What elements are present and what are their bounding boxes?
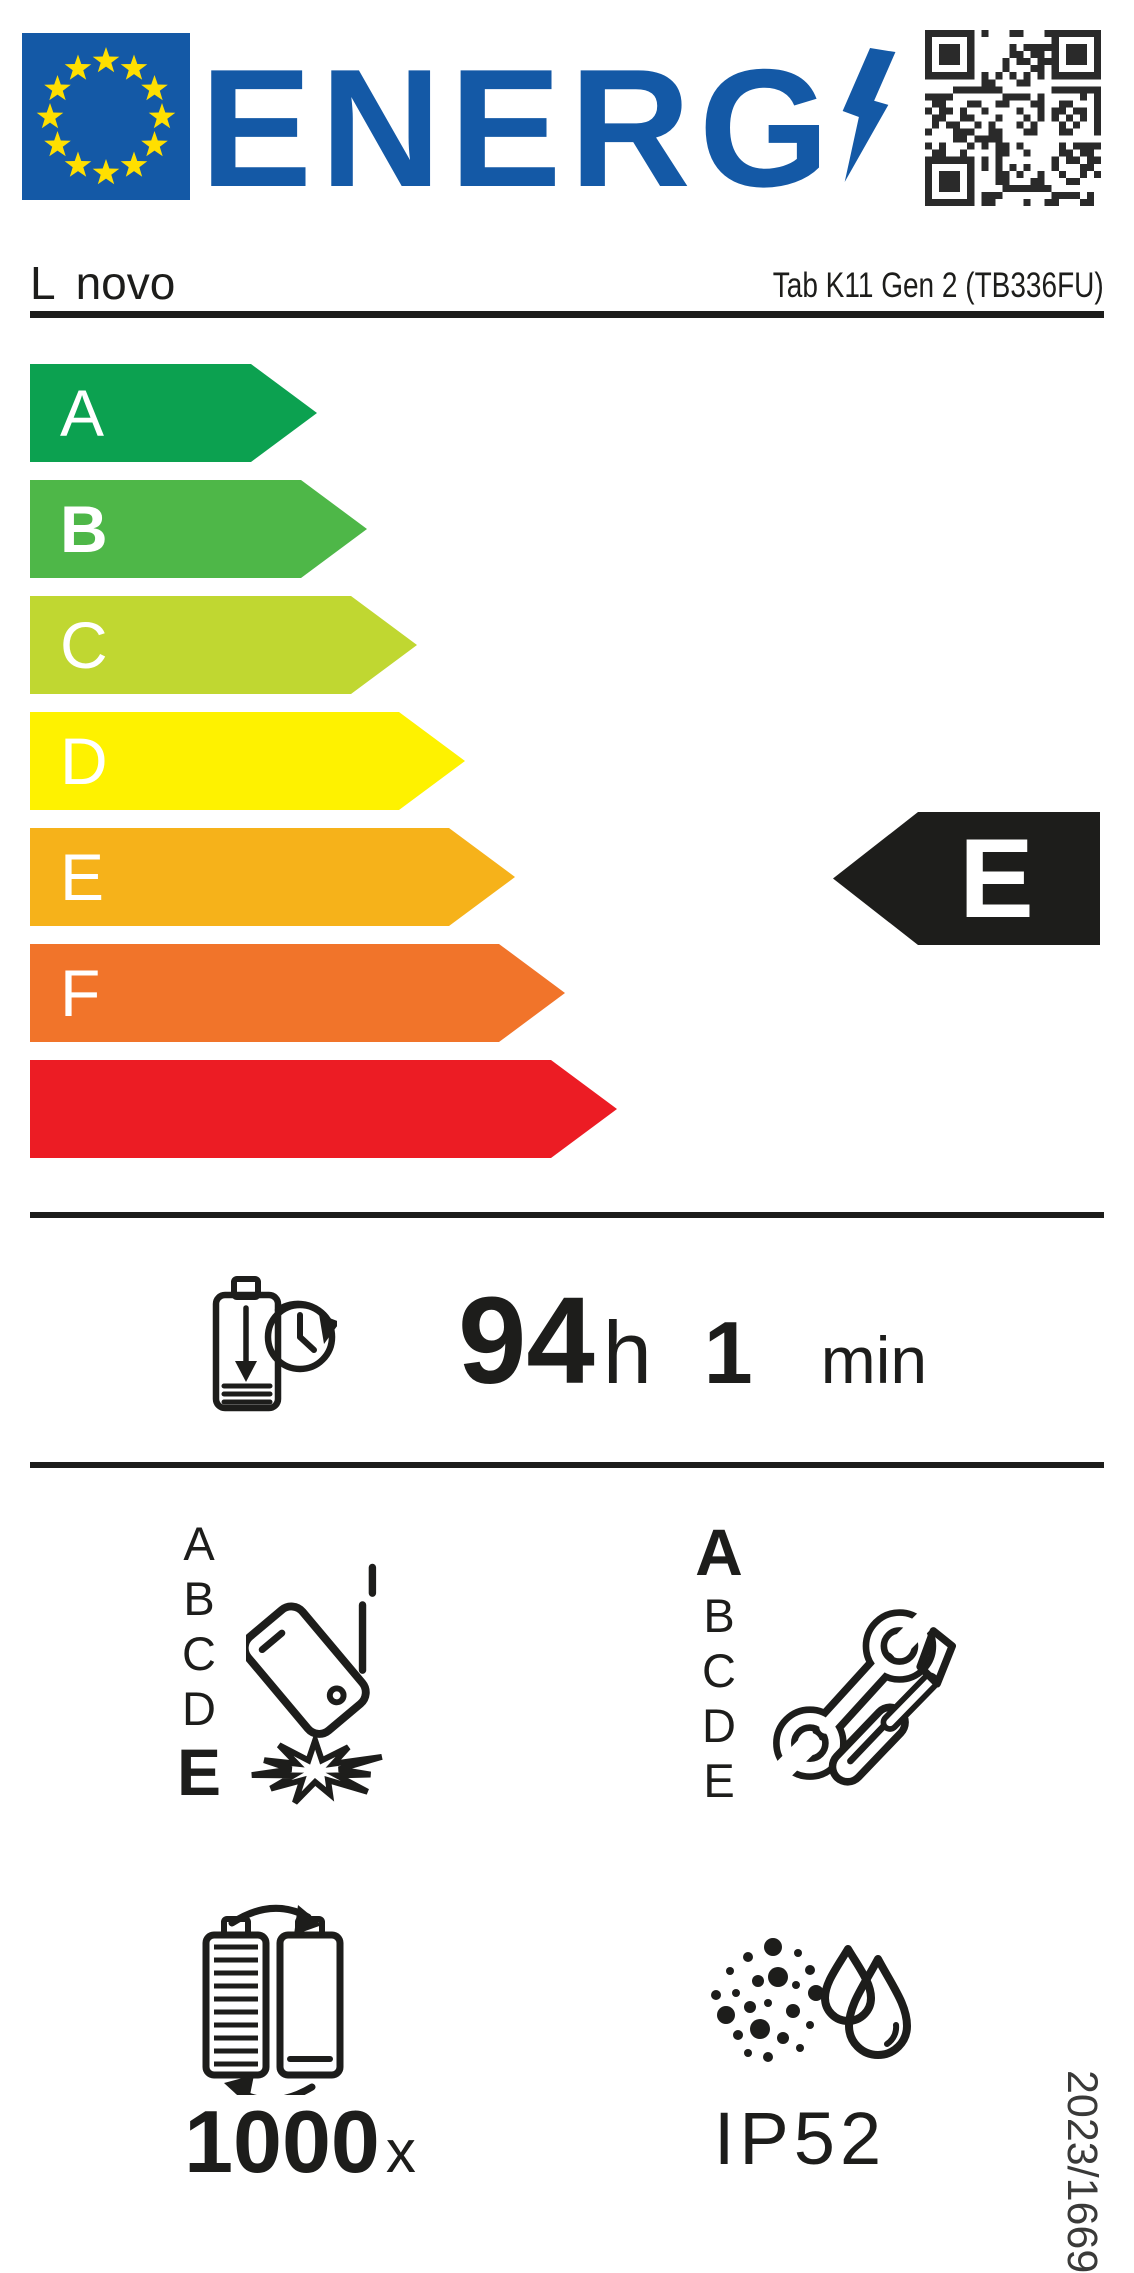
class-letter-d: D [60, 724, 108, 798]
class-arrow-e: E [30, 828, 515, 926]
rating-indicator-arrow: E [833, 812, 1100, 945]
dust-and-water-icon [698, 1933, 918, 2075]
class-letter-c: C [60, 608, 108, 682]
class-arrow-c: C [30, 596, 417, 694]
energy-wordmark: ENERG [200, 34, 838, 222]
lightning-bolt-icon [836, 48, 896, 182]
endurance-hours-unit: h [602, 1303, 652, 1402]
class-letter-b: B [60, 492, 108, 566]
battery-cycles-icon [202, 1903, 344, 2095]
endurance-hours: 94 [458, 1273, 595, 1410]
class-arrow-b: B [30, 480, 367, 578]
class-arrow-a: A [30, 364, 317, 462]
large-drop [845, 1955, 911, 2059]
class-letter-a: A [60, 376, 105, 450]
brand-name-part2: novo [75, 257, 176, 309]
eu-stars [36, 47, 176, 185]
divider-endurance-bottom [30, 1462, 1104, 1468]
divider-top [30, 311, 1104, 318]
model-name: Tab K11 Gen 2 (TB336FU) [773, 266, 1104, 305]
regulation-number: 2023/1669 [1058, 2070, 1106, 2273]
class-letter-f: F [60, 956, 101, 1030]
repair-class-a: A [695, 1515, 743, 1589]
endurance-minutes: 1 [703, 1303, 753, 1402]
cycles-times: x [385, 2118, 416, 2185]
drop-class-a: A [183, 1517, 215, 1570]
class-letter-e: E [60, 840, 105, 914]
brand-name-part1: L [30, 257, 56, 309]
class-arrow-f: F [30, 944, 565, 1042]
repair-class-b: B [703, 1589, 735, 1642]
drop-class-d: D [182, 1682, 216, 1735]
rating-letter: E [959, 815, 1034, 941]
battery-endurance-value: 94 h 1 min [458, 1280, 927, 1403]
qr-code [925, 30, 1101, 206]
falling-phone-icon [246, 1560, 404, 1810]
tools-icon [758, 1596, 956, 1796]
eu-flag [22, 33, 190, 200]
drop-class-e: E [176, 1735, 222, 1809]
divider-endurance-top [30, 1212, 1104, 1218]
battery-cycles-value: 1000 x [140, 2098, 460, 2186]
screwdriver-icon [828, 1627, 956, 1786]
battery-endurance-icon [212, 1276, 337, 1412]
efficiency-scale: A B C D E F [30, 364, 617, 1176]
endurance-minutes-unit: min [820, 1323, 928, 1397]
drop-class-c: C [182, 1627, 216, 1680]
class-arrow-d: D [30, 712, 465, 810]
class-arrow-g [30, 1060, 617, 1158]
repair-class-d: D [702, 1699, 736, 1752]
repair-class-e: E [703, 1754, 735, 1807]
repair-class-c: C [702, 1644, 736, 1697]
dust-particles [711, 1938, 824, 2062]
drop-class-b: B [183, 1572, 215, 1625]
cycles-number: 1000 [184, 2092, 380, 2191]
ip-rating: IP52 [713, 2097, 887, 2180]
